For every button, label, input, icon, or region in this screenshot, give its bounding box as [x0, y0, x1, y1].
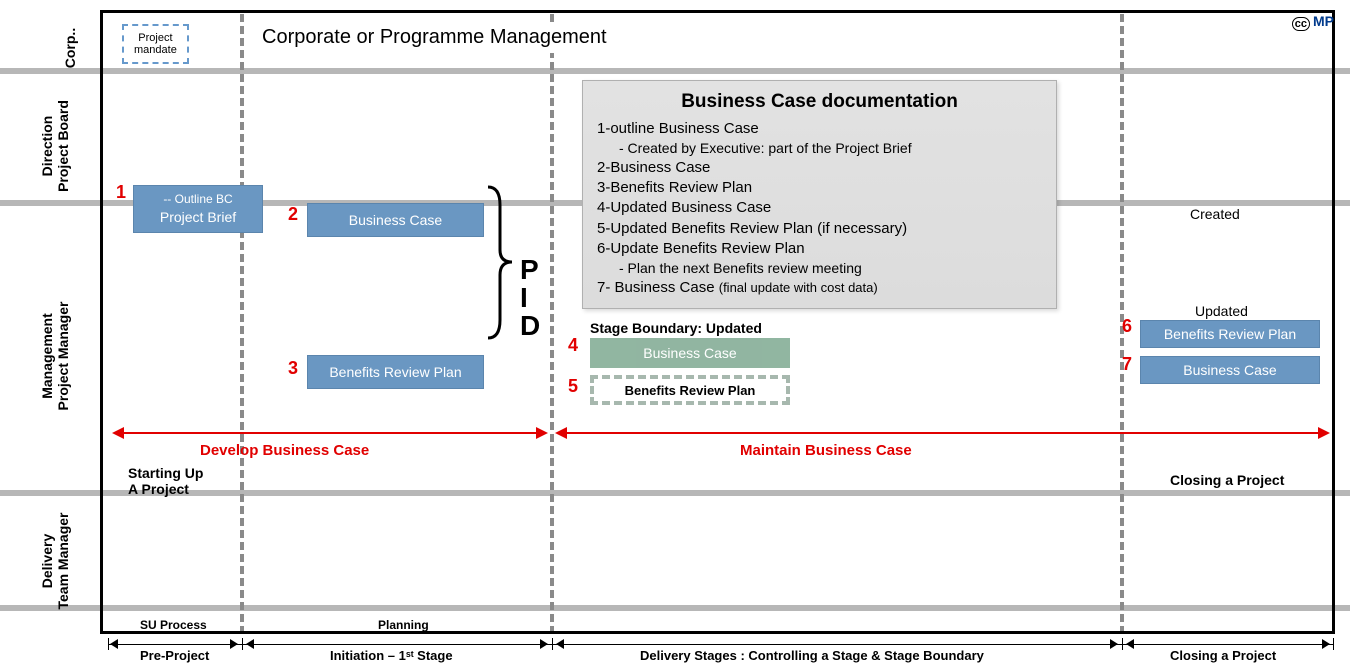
box-subtext: -- Outline BC: [163, 192, 232, 208]
axis-tick: [108, 638, 109, 650]
marker-2: 2: [288, 204, 298, 225]
arrow-head-icon: [230, 639, 238, 649]
box-business-case-final: Business Case: [1140, 356, 1320, 384]
box-text: Business Case: [1183, 362, 1276, 378]
arrow-head-icon: [110, 639, 118, 649]
panel-line-small: (final update with cost data): [719, 280, 878, 295]
box-benefits-review-updated: Benefits Review Plan: [1140, 320, 1320, 348]
box-business-case: Business Case: [307, 203, 484, 237]
panel-line: - Plan the next Benefits review meeting: [597, 259, 1042, 278]
marker-5: 5: [568, 376, 578, 397]
label-planning: Planning: [378, 618, 429, 632]
label-closing: Closing a Project: [1170, 472, 1284, 488]
arrow-head-icon: [540, 639, 548, 649]
box-text: Business Case: [349, 212, 442, 228]
axis-tick: [1333, 638, 1334, 650]
swimlane-label: Corp..: [62, 28, 78, 68]
arrow-head-icon: [1318, 427, 1330, 439]
box-text: Benefits Review Plan: [329, 364, 461, 380]
panel-line-text: 7- Business Case: [597, 279, 719, 296]
axis-tick: [242, 638, 243, 650]
axis-tick: [552, 638, 553, 650]
label-develop-bc: Develop Business Case: [200, 442, 369, 459]
arrow-head-icon: [1126, 639, 1134, 649]
arrow-head-icon: [1322, 639, 1330, 649]
label-created: Created: [1190, 206, 1240, 222]
box-text: Benefits Review Plan: [1164, 326, 1296, 342]
swimlane-label: Direction: [39, 81, 55, 211]
panel-line: - Created by Executive: part of the Proj…: [597, 139, 1042, 158]
box-text: Project Brief: [160, 208, 236, 226]
mp-logo-icon: MP: [1313, 13, 1334, 29]
panel-line: 7- Business Case (final update with cost…: [597, 278, 1042, 298]
label-updated: Updated: [1195, 303, 1248, 319]
arrow-head-icon: [112, 427, 124, 439]
swimlane-sublabel: Project Manager: [55, 271, 71, 441]
panel-line: 3-Benefits Review Plan: [597, 178, 1042, 198]
swimlane-sublabel: Project Board: [55, 81, 71, 211]
arrow-head-icon: [1110, 639, 1118, 649]
swimlane-management: Management Project Manager: [39, 271, 71, 441]
arrow-develop: [122, 432, 538, 434]
panel-title: Business Case documentation: [597, 89, 1042, 115]
arrow-maintain: [565, 432, 1320, 434]
arrow-head-icon: [555, 427, 567, 439]
swimlane-label: Delivery: [39, 486, 55, 636]
label-starting-up: Starting Up A Project: [128, 465, 203, 497]
label-stage-boundary: Stage Boundary: Updated: [590, 320, 762, 336]
panel-line: 6-Update Benefits Review Plan: [597, 239, 1042, 259]
project-mandate-box: Project mandate: [122, 24, 189, 64]
panel-line: 5-Updated Benefits Review Plan (if neces…: [597, 219, 1042, 239]
marker-7: 7: [1122, 354, 1132, 375]
box-project-brief: -- Outline BC Project Brief: [133, 185, 263, 233]
box-business-case-updated: Business Case: [590, 338, 790, 368]
marker-3: 3: [288, 358, 298, 379]
label-maintain-bc: Maintain Business Case: [740, 442, 912, 459]
marker-4: 4: [568, 335, 578, 356]
swimlane-label: Management: [39, 271, 55, 441]
box-benefits-review-dashed: Benefits Review Plan: [590, 375, 790, 405]
axis-tick: [1122, 638, 1123, 650]
panel-line: 1-outline Business Case: [597, 119, 1042, 139]
panel-line: 2-Business Case: [597, 158, 1042, 178]
pid-label: P I D: [520, 256, 541, 340]
arrow-head-icon: [556, 639, 564, 649]
box-benefits-review-plan: Benefits Review Plan: [307, 355, 484, 389]
panel-line: 4-Updated Business Case: [597, 198, 1042, 218]
swimlane-direction: Direction Project Board: [39, 81, 71, 211]
pid-bracket-icon: [486, 185, 516, 340]
box-text: Benefits Review Plan: [625, 383, 756, 398]
arrow-head-icon: [246, 639, 254, 649]
marker-1: 1: [116, 182, 126, 203]
cc-text: cc: [1292, 17, 1310, 31]
cc-logo-icon: cc: [1292, 14, 1310, 30]
arrow-head-icon: [536, 427, 548, 439]
swimlane-sublabel: Team Manager: [55, 486, 71, 636]
bottom-axis: [108, 644, 1333, 645]
swimlane-corp: Corp..: [62, 18, 78, 78]
marker-6: 6: [1122, 316, 1132, 337]
swimlane-delivery: Delivery Team Manager: [39, 486, 71, 636]
diagram-title: Corporate or Programme Management: [252, 22, 617, 53]
documentation-panel: Business Case documentation 1-outline Bu…: [582, 80, 1057, 309]
box-text: Business Case: [643, 345, 736, 361]
label-su-process: SU Process: [140, 618, 207, 632]
